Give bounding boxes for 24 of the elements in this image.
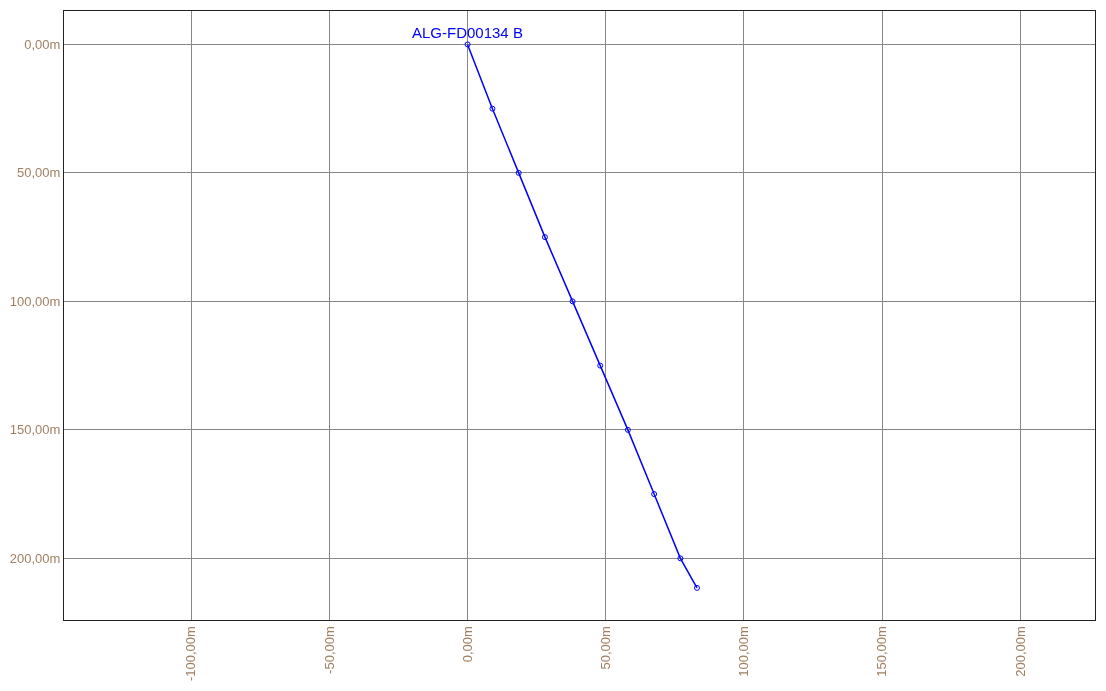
point <box>541 234 548 241</box>
point <box>651 491 658 498</box>
x-tick-label: 200,00m <box>1012 626 1028 677</box>
point <box>515 169 522 176</box>
x-tick-label: 100,00m <box>736 626 752 677</box>
x-tick-label: -50,00m <box>321 626 337 674</box>
point <box>624 426 631 433</box>
x-tick-label: -100,00m <box>183 626 199 682</box>
y-tick-label: 150,00m <box>9 422 61 438</box>
y-tick-label: 50,00m <box>17 165 61 181</box>
point <box>569 298 576 305</box>
point <box>677 555 684 562</box>
point <box>489 105 496 112</box>
point <box>464 41 471 48</box>
point <box>597 362 604 369</box>
y-tick-label: 0,00m <box>24 36 61 52</box>
x-tick-label: 0,00m <box>459 626 475 663</box>
x-tick-label: 150,00m <box>874 626 890 677</box>
line-series <box>464 41 700 591</box>
y-tick-label: 100,00m <box>9 293 61 309</box>
x-tick-label: 50,00m <box>597 626 613 670</box>
point <box>693 584 700 591</box>
series-label: ALG-FD00134 B <box>412 24 523 41</box>
y-tick-label: 200,00m <box>9 550 61 566</box>
